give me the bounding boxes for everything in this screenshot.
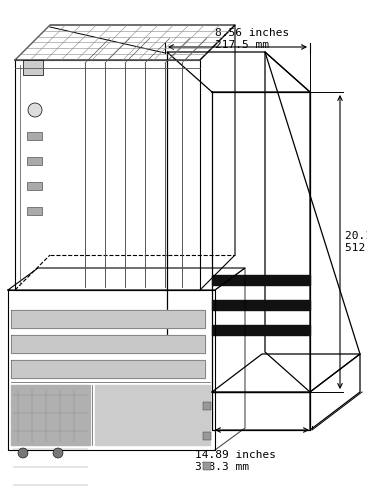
- Polygon shape: [212, 300, 310, 310]
- Circle shape: [18, 448, 28, 458]
- Polygon shape: [11, 310, 205, 328]
- Text: 8.56 inches
217.5 mm: 8.56 inches 217.5 mm: [215, 28, 289, 50]
- Polygon shape: [212, 275, 310, 285]
- Bar: [27, 132, 42, 140]
- Bar: [27, 157, 42, 165]
- Circle shape: [28, 103, 42, 117]
- Polygon shape: [11, 335, 205, 353]
- Bar: [203, 462, 211, 470]
- Text: 20.18 inches
512.67 mm: 20.18 inches 512.67 mm: [345, 231, 367, 253]
- Bar: [23, 60, 43, 75]
- Bar: [27, 182, 42, 190]
- Circle shape: [53, 448, 63, 458]
- Bar: [203, 402, 211, 410]
- Bar: [203, 432, 211, 440]
- Polygon shape: [95, 385, 210, 445]
- Text: 14.89 inches
378.3 mm: 14.89 inches 378.3 mm: [195, 450, 276, 471]
- Bar: [27, 207, 42, 215]
- Polygon shape: [212, 325, 310, 335]
- Polygon shape: [11, 360, 205, 378]
- Polygon shape: [11, 385, 90, 445]
